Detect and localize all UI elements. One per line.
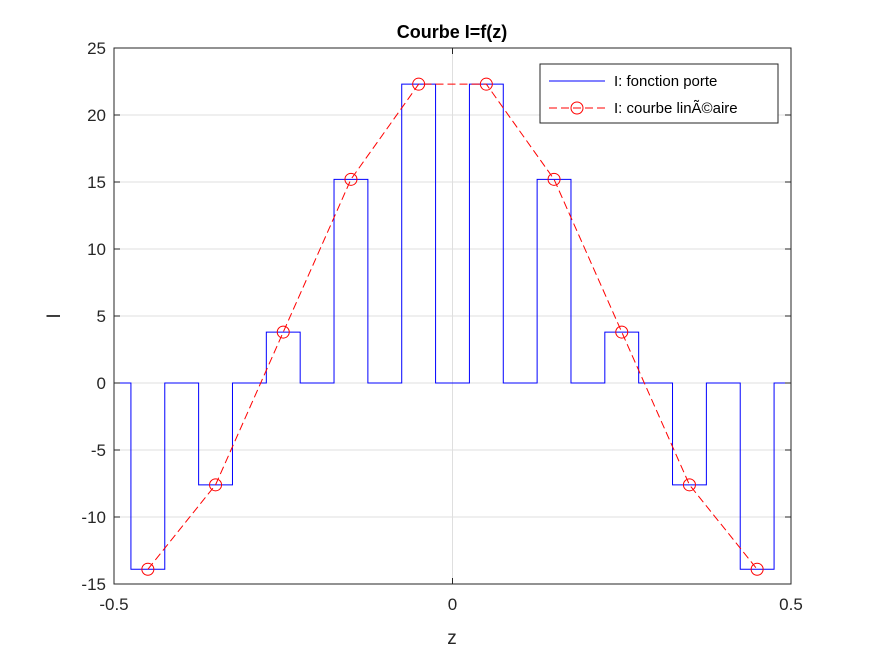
- data-point-marker: [479, 77, 493, 91]
- data-point-marker: [682, 478, 696, 492]
- x-tick-label: -0.5: [99, 595, 128, 614]
- x-tick-label: 0.5: [779, 595, 803, 614]
- y-tick-label: 10: [87, 240, 106, 259]
- data-point-marker: [344, 172, 358, 186]
- y-tick-label: -15: [81, 575, 106, 594]
- data-point-marker: [209, 478, 223, 492]
- y-tick-label: -5: [91, 441, 106, 460]
- data-point-marker: [750, 562, 764, 576]
- x-tick-label: 0: [448, 595, 457, 614]
- y-tick-label: 25: [87, 39, 106, 58]
- series-line-1: [147, 83, 758, 570]
- y-tick-label: 0: [97, 374, 106, 393]
- legend-marker-courbe-lineaire: [570, 101, 584, 115]
- y-axis-title: I: [44, 313, 65, 318]
- series-line-0: [114, 83, 791, 570]
- chart-title: Courbe I=f(z): [397, 22, 508, 42]
- data-point-marker: [412, 77, 426, 91]
- data-point-marker: [547, 172, 561, 186]
- data-point-marker: [615, 325, 629, 339]
- y-tick-label: -10: [81, 508, 106, 527]
- legend: I: fonction porte I: courbe linÃ©aire: [539, 63, 779, 124]
- data-point-marker: [141, 562, 155, 576]
- series-layer: [114, 77, 791, 576]
- y-tick-label: 20: [87, 106, 106, 125]
- data-point-marker: [276, 325, 290, 339]
- ticks: -15 -10 -5 0 5 10 15 20 25 -0.5 0 0.5: [81, 39, 802, 614]
- y-tick-label: 15: [87, 173, 106, 192]
- legend-label-fonction-porte: I: fonction porte: [614, 73, 717, 90]
- legend-label-courbe-lineaire: I: courbe linÃ©aire: [614, 100, 738, 117]
- x-axis-title: z: [447, 628, 457, 649]
- y-tick-label: 5: [97, 307, 106, 326]
